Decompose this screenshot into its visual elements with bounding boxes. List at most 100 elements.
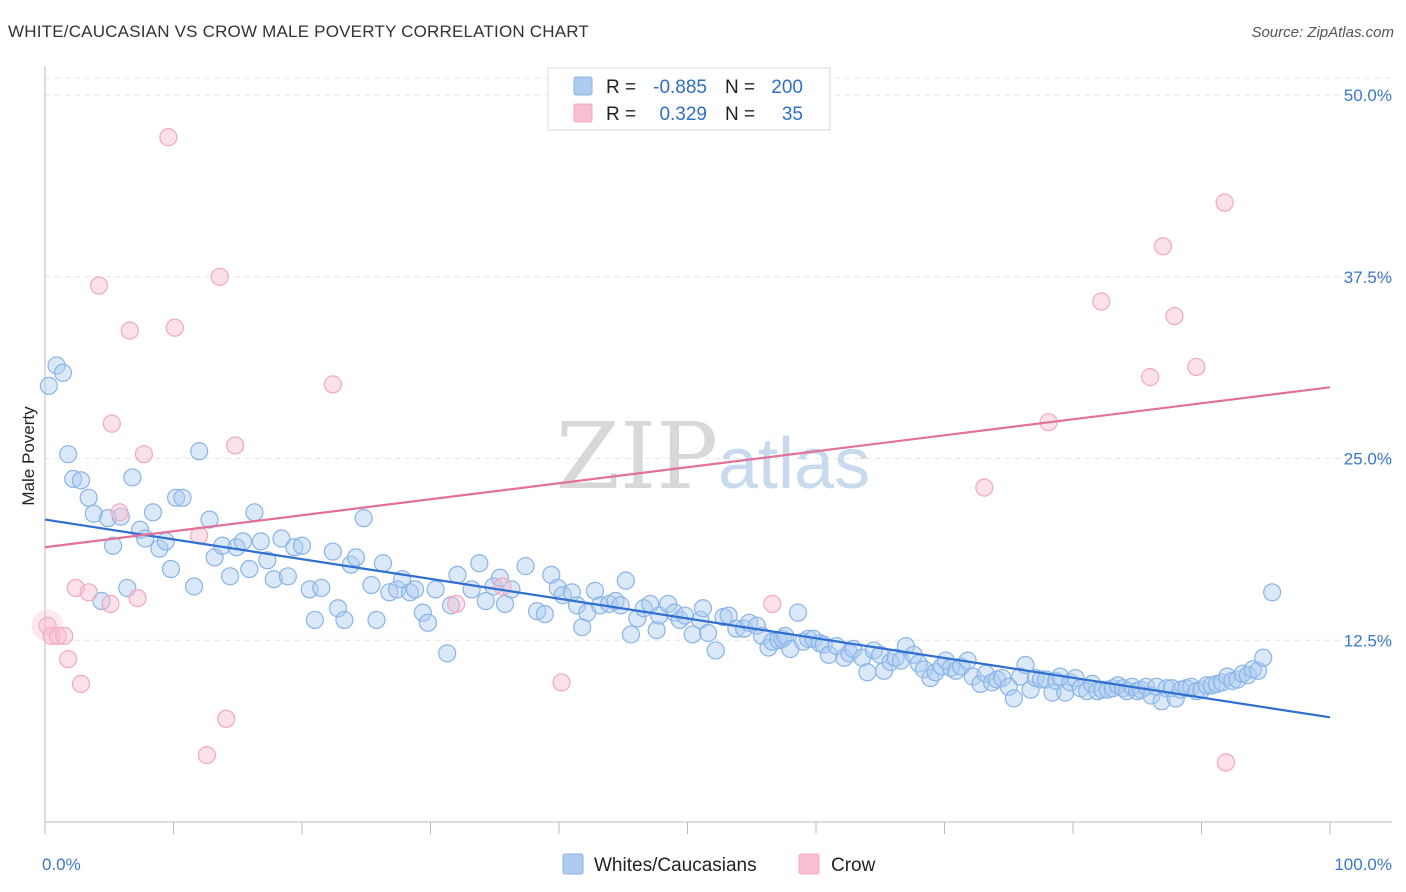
point-whites xyxy=(1228,670,1247,689)
point-whites xyxy=(982,673,1002,692)
point-crow xyxy=(1216,753,1236,772)
point-whites xyxy=(999,677,1018,696)
legend-n-value-crow: 35 xyxy=(782,104,803,125)
legend-n-label-crow: N = xyxy=(725,104,755,125)
point-crow xyxy=(42,626,61,646)
zipatlas-watermark: ZIP atlas xyxy=(556,403,870,510)
bottom-legend-label-whites: Whites/Caucasians xyxy=(594,855,757,876)
point-whites xyxy=(305,610,324,630)
point-whites xyxy=(47,356,66,375)
point-crow xyxy=(1215,193,1234,212)
point-crow xyxy=(165,318,184,337)
point-whites xyxy=(346,548,366,567)
point-whites xyxy=(418,613,438,632)
point-crow xyxy=(48,626,67,646)
point-whites xyxy=(190,442,209,461)
point-whites xyxy=(173,488,192,507)
point-whites xyxy=(1238,666,1257,685)
legend-r-label-crow: R = xyxy=(606,104,636,125)
point-whites xyxy=(413,603,432,622)
point-crow xyxy=(1187,357,1206,377)
watermark-zip: ZIP xyxy=(556,403,718,510)
point-crow xyxy=(71,674,91,693)
point-whites xyxy=(323,542,342,561)
point-whites xyxy=(123,468,142,487)
point-whites xyxy=(328,599,348,618)
gridlines xyxy=(45,77,1392,641)
point-crow xyxy=(55,626,74,646)
point-whites xyxy=(104,536,123,555)
point-crow xyxy=(226,436,245,455)
point-whites xyxy=(1254,648,1273,667)
point-whites xyxy=(166,488,186,507)
point-whites xyxy=(1011,667,1030,686)
point-crow xyxy=(975,478,994,497)
point-whites xyxy=(373,554,393,573)
x-tick-label: 100.0% xyxy=(1334,855,1392,874)
point-whites xyxy=(611,596,630,615)
point-whites xyxy=(39,376,58,395)
point-whites xyxy=(64,469,83,488)
point-whites xyxy=(258,551,277,570)
point-whites xyxy=(616,571,635,590)
legend-swatch-crow xyxy=(573,103,593,123)
point-whites xyxy=(367,610,386,630)
point-whites xyxy=(264,570,283,589)
point-whites xyxy=(698,623,718,643)
point-whites xyxy=(1004,689,1023,708)
point-whites xyxy=(971,674,990,693)
x-tick-label: 0.0% xyxy=(42,855,81,874)
point-whites xyxy=(621,625,641,644)
series-legend: Whites/Caucasians Crow xyxy=(562,853,876,876)
point-crow-cluster xyxy=(31,609,64,642)
y-tick-labels: 12.5% 25.0% 37.5% 50.0% xyxy=(1344,86,1392,650)
point-whites xyxy=(161,559,181,579)
point-crow xyxy=(1140,368,1160,387)
point-whites xyxy=(71,471,91,490)
bottom-legend-swatch-whites xyxy=(562,853,584,875)
point-whites xyxy=(858,663,877,682)
legend-r-label-whites: R = xyxy=(606,77,636,98)
point-whites xyxy=(362,575,381,595)
trend-lines xyxy=(44,386,1331,719)
point-whites xyxy=(79,488,98,507)
point-whites xyxy=(233,532,252,551)
point-whites xyxy=(278,567,297,586)
axes xyxy=(44,66,1392,834)
point-whites xyxy=(886,648,905,667)
point-whites xyxy=(647,620,666,640)
point-whites xyxy=(1043,683,1062,702)
correlation-legend: R = -0.885 N = 200 R = 0.329 N = 35 xyxy=(547,67,831,131)
point-whites xyxy=(59,445,78,464)
point-whites xyxy=(448,565,467,584)
bottom-legend-swatch-crow xyxy=(798,853,820,875)
y-tick-label: 37.5% xyxy=(1344,268,1392,287)
point-whites xyxy=(335,610,354,630)
trend-line-crow xyxy=(44,386,1331,549)
point-crow xyxy=(89,276,109,295)
point-crow xyxy=(1092,292,1111,311)
point-whites xyxy=(1031,670,1050,689)
watermark-atlas: atlas xyxy=(718,424,870,504)
point-whites xyxy=(251,532,270,551)
point-whites xyxy=(240,559,259,579)
point-crow xyxy=(102,414,121,433)
point-whites xyxy=(354,509,373,528)
point-crow xyxy=(1153,237,1173,256)
point-whites xyxy=(675,606,695,625)
point-crow xyxy=(763,594,782,614)
y-tick-label: 12.5% xyxy=(1344,631,1392,650)
point-whites xyxy=(706,641,725,660)
point-whites xyxy=(438,644,457,663)
legend-r-value-crow: 0.329 xyxy=(659,104,707,125)
point-crow xyxy=(101,594,120,614)
point-crow xyxy=(128,589,147,608)
point-whites xyxy=(470,554,489,573)
point-crow xyxy=(217,709,236,728)
point-crow xyxy=(323,375,342,394)
trend-line-whites xyxy=(44,518,1331,719)
point-whites xyxy=(1263,583,1282,602)
scatter-points xyxy=(31,128,1282,772)
point-whites xyxy=(150,539,169,558)
